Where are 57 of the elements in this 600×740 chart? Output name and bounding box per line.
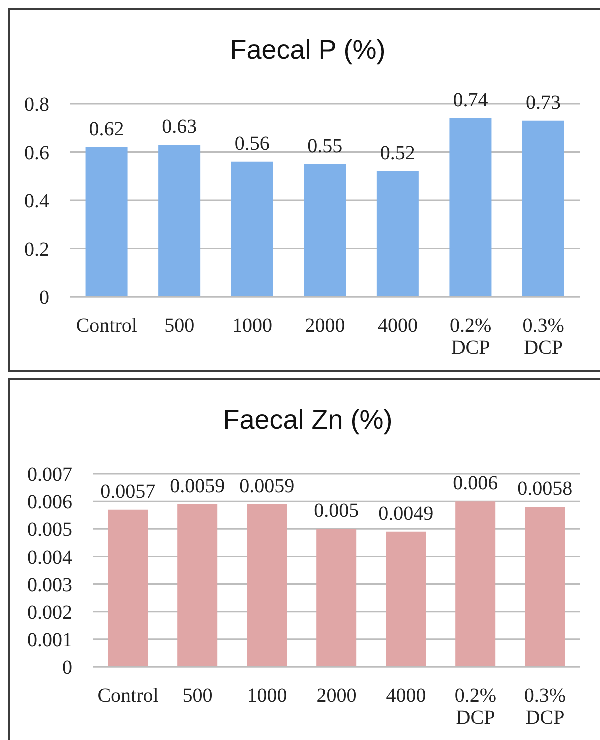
y-tick-label: 0.005 [28, 519, 72, 542]
y-tick-label: 0.007 [28, 464, 72, 486]
bar [386, 532, 426, 667]
bar [178, 504, 218, 667]
bar [316, 529, 357, 667]
y-tick-label: 0.2 [24, 238, 50, 261]
y-tick-label: 0.001 [28, 630, 72, 652]
data-label: 0.0059 [170, 475, 226, 498]
data-label: 0.0049 [378, 502, 434, 525]
x-tick-label: 0.3% DCP [522, 315, 564, 359]
y-tick-label: 0 [40, 287, 50, 310]
data-label: 0.63 [162, 116, 198, 138]
x-tick-label: Control [76, 315, 138, 337]
bar [456, 502, 496, 667]
x-tick-label: 2000 [316, 685, 357, 707]
data-label: 0.55 [308, 135, 343, 158]
x-tick-label: 0.3% DCP [524, 685, 566, 729]
bar [247, 504, 288, 667]
bar [158, 145, 201, 297]
data-label: 0.56 [234, 132, 270, 155]
bar [376, 172, 419, 297]
y-tick-label: 0.002 [28, 602, 72, 624]
bar [86, 147, 128, 297]
x-tick-label: 1000 [232, 315, 272, 337]
y-tick-label: 0.8 [24, 94, 50, 116]
x-tick-label: 4000 [386, 685, 426, 707]
data-label: 0.52 [380, 142, 416, 165]
y-tick-label: 0.003 [28, 574, 72, 596]
bar [304, 164, 346, 297]
bar [108, 510, 148, 667]
data-label: 0.0057 [100, 480, 156, 503]
data-label: 0.005 [314, 500, 360, 522]
bar [525, 507, 566, 667]
data-label: 0.0059 [240, 475, 295, 498]
y-tick-label: 0.006 [28, 492, 72, 514]
x-tick-label: 500 [182, 685, 213, 707]
data-label: 0.73 [526, 92, 561, 114]
x-tick-label: 2000 [305, 315, 346, 337]
chart-title: Faecal Zn (%) [222, 404, 394, 436]
x-tick-label: 0.2% DCP [454, 685, 497, 729]
bar [231, 162, 274, 297]
y-tick-label: 0.4 [24, 190, 50, 213]
x-tick-label: 1000 [247, 685, 288, 707]
y-tick-label: 0.004 [28, 546, 72, 569]
x-tick-label: Control [98, 685, 160, 707]
chart-title: Faecal P (%) [229, 34, 387, 66]
y-tick-label: 0 [62, 657, 72, 680]
y-tick-label: 0.6 [24, 142, 50, 164]
bar [450, 118, 492, 297]
data-label: 0.62 [89, 118, 124, 140]
bar [522, 120, 564, 297]
data-label: 0.74 [453, 89, 488, 112]
data-label: 0.006 [453, 472, 498, 495]
x-tick-label: 4000 [378, 315, 418, 337]
x-tick-label: 500 [164, 315, 195, 337]
data-label: 0.0058 [518, 478, 573, 500]
x-tick-label: 0.2% DCP [450, 315, 492, 359]
